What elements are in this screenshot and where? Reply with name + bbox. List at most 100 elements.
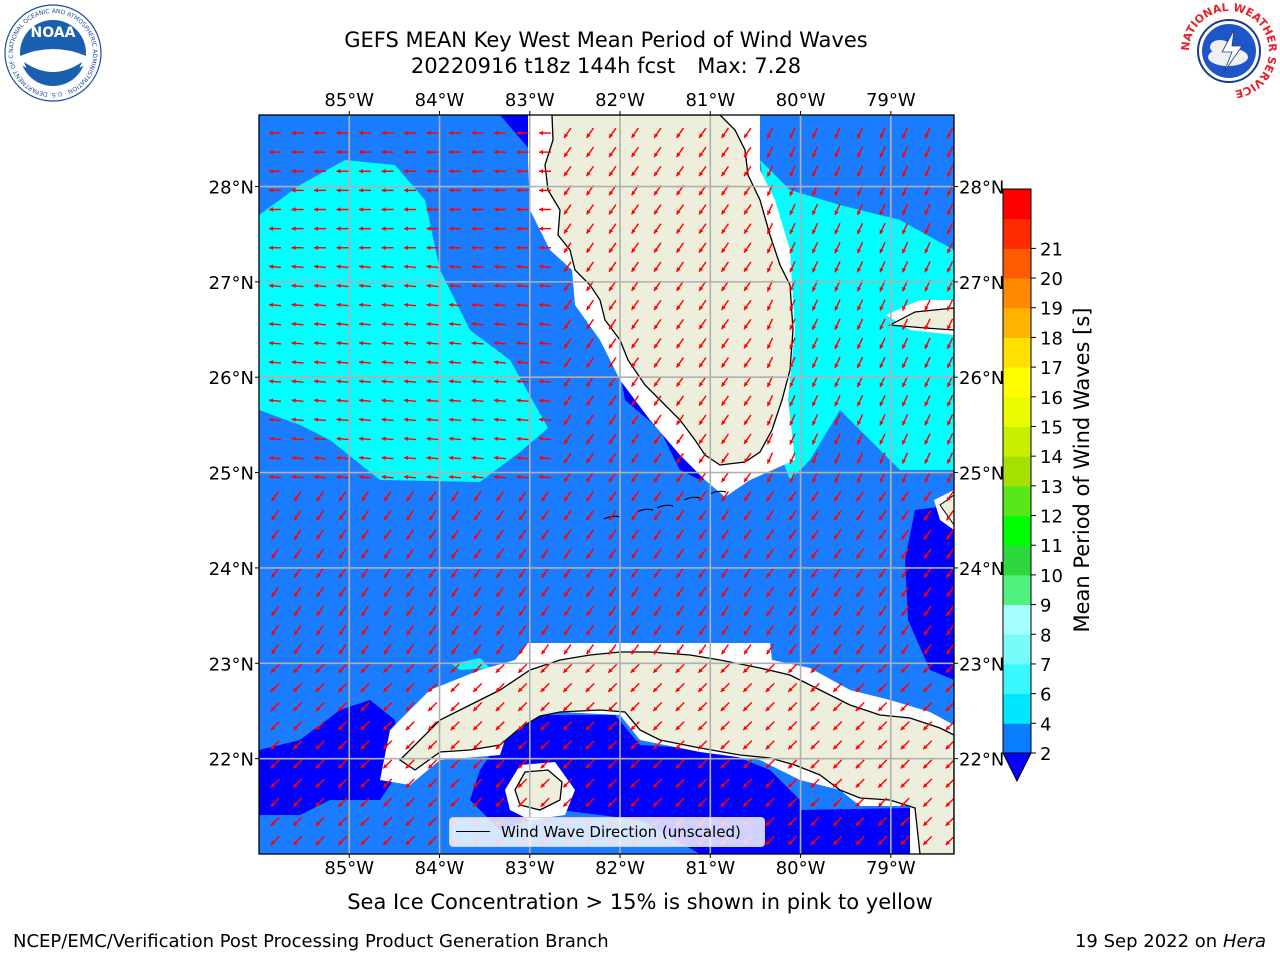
wind-arrow-head-1040	[653, 763, 658, 769]
wind-arrow-head-466	[291, 417, 296, 422]
wind-arrow-head-751	[429, 592, 434, 597]
wind-arrow-head-728	[609, 573, 614, 578]
wind-arrow-head-656	[384, 535, 389, 540]
wind-arrow-head-586	[902, 478, 907, 483]
wind-arrow-head-678	[879, 535, 884, 540]
wind-arrow-head-944	[585, 706, 591, 711]
wind-arrow-head-836	[946, 630, 951, 636]
wind-arrow-head-579	[744, 477, 749, 483]
wind-arrow-head-402	[947, 363, 952, 368]
colorbar-extend	[1002, 752, 1032, 783]
wind-arrow-head-240	[789, 267, 794, 273]
wind-arrow-head-969	[450, 725, 456, 731]
wind-arrow-head-527	[269, 455, 274, 461]
wind-arrow-head-268	[721, 286, 726, 291]
wind-arrow-head-521	[834, 439, 839, 445]
wind-arrow-head-606	[654, 496, 659, 502]
wind-arrow-head-1046	[788, 763, 793, 769]
wind-arrow-head-845	[451, 649, 456, 655]
wind-arrow-head-475	[494, 417, 499, 422]
wind-arrow-head-1055	[293, 783, 298, 788]
wind-arrow-head-1150	[338, 840, 343, 845]
wind-arrow-head-273	[834, 286, 839, 292]
wind-arrow-head-640	[721, 515, 726, 521]
wind-arrow-head-996	[360, 744, 366, 750]
wind-arrow-head-770	[856, 592, 861, 597]
wind-arrow-head-321	[516, 321, 521, 327]
wind-arrow-head-941	[518, 706, 523, 711]
wind-arrow-head-470	[381, 417, 386, 422]
wind-arrow-head-92	[947, 172, 952, 177]
wind-arrow-head-526	[947, 439, 952, 445]
wind-arrow-head-958	[900, 706, 906, 711]
wind-arrow-head-397	[834, 363, 839, 368]
wind-arrow-head-17	[654, 133, 659, 138]
wind-arrow-head-121	[902, 191, 907, 196]
wind-arrow-head-927	[900, 687, 906, 692]
wind-arrow-head-643	[789, 515, 794, 521]
wind-arrow-head-243	[857, 267, 862, 273]
wind-arrow-head-207	[744, 248, 749, 253]
wind-arrow-head-538	[516, 455, 521, 461]
wind-arrow-head-501	[381, 436, 386, 442]
wind-arrow-head-629	[474, 515, 479, 521]
wind-arrow-head-350	[471, 341, 476, 346]
wind-arrow-head-201	[609, 248, 614, 253]
wind-arrow-head-653	[316, 535, 321, 540]
wind-arrow-head-1041	[675, 763, 681, 769]
wind-arrow-head-295	[631, 305, 636, 311]
wind-arrow-head-963	[315, 725, 321, 731]
wind-arrow-head-404	[291, 379, 296, 384]
wind-arrow-head-593	[361, 496, 366, 502]
wind-arrow-head-713	[271, 573, 276, 578]
wind-arrow-head-848	[519, 649, 524, 655]
wind-arrow-head-514	[676, 439, 681, 444]
wind-arrow-head-663	[541, 535, 546, 540]
wind-arrow-head-835	[924, 630, 929, 636]
wind-arrow-head-607	[676, 496, 681, 502]
wind-arrow-head-257	[471, 283, 476, 289]
wind-arrow-head-832	[856, 630, 861, 636]
wind-arrow-head-824	[676, 630, 681, 636]
wind-arrow-head-692	[496, 554, 501, 559]
wind-arrow-head-633	[564, 515, 569, 521]
wind-arrow-head-881	[563, 668, 568, 673]
wind-arrow-head-1090	[383, 802, 388, 807]
wind-arrow-head-916	[653, 687, 658, 692]
colorbar-tick-label-12: 16	[1040, 388, 1063, 409]
wind-arrow-head-405	[314, 379, 319, 384]
wind-arrow-head-358	[654, 343, 659, 349]
wind-arrow-head-69	[426, 169, 431, 174]
wind-arrow-head-717	[361, 573, 366, 578]
wind-arrow-head-379	[426, 360, 431, 365]
wind-arrow-head-204	[676, 248, 681, 253]
wind-arrow-head-1011	[698, 744, 703, 750]
wind-arrow-head-1106	[743, 802, 748, 807]
wind-arrow-head-959	[923, 706, 928, 711]
wind-arrow-head-20	[721, 133, 726, 138]
wind-arrow-head-194	[449, 245, 453, 250]
wind-arrow-head-277	[924, 286, 929, 292]
wind-arrow-head-158	[336, 226, 341, 231]
wind-arrow-head-581	[789, 478, 794, 483]
wind-arrow-head-246	[924, 267, 929, 273]
wind-arrow-head-426	[789, 382, 794, 388]
wind-arrow-head-1076	[765, 783, 771, 788]
wind-arrow-head-115	[767, 191, 772, 196]
colorbar-tick-label-2: 6	[1040, 685, 1051, 706]
wind-arrow-head-823	[654, 630, 659, 636]
wind-arrow-head-389	[654, 362, 659, 368]
wind-arrow-head-1151	[360, 840, 366, 845]
wind-arrow-head-636	[631, 515, 636, 521]
wind-arrow-head-687	[384, 554, 389, 559]
wind-arrow-head-1153	[405, 840, 411, 845]
wind-arrow-head-1048	[833, 763, 838, 769]
wind-arrow-head-935	[383, 706, 388, 711]
wind-arrow-head-884	[630, 668, 636, 673]
wind-arrow-head-799	[811, 611, 816, 617]
wind-arrow-head-682	[271, 554, 276, 559]
wind-arrow-head-1026	[338, 763, 343, 769]
wind-arrow-head-841	[361, 649, 366, 655]
wind-arrow-head-955	[833, 706, 838, 711]
map-frame	[258, 114, 955, 855]
